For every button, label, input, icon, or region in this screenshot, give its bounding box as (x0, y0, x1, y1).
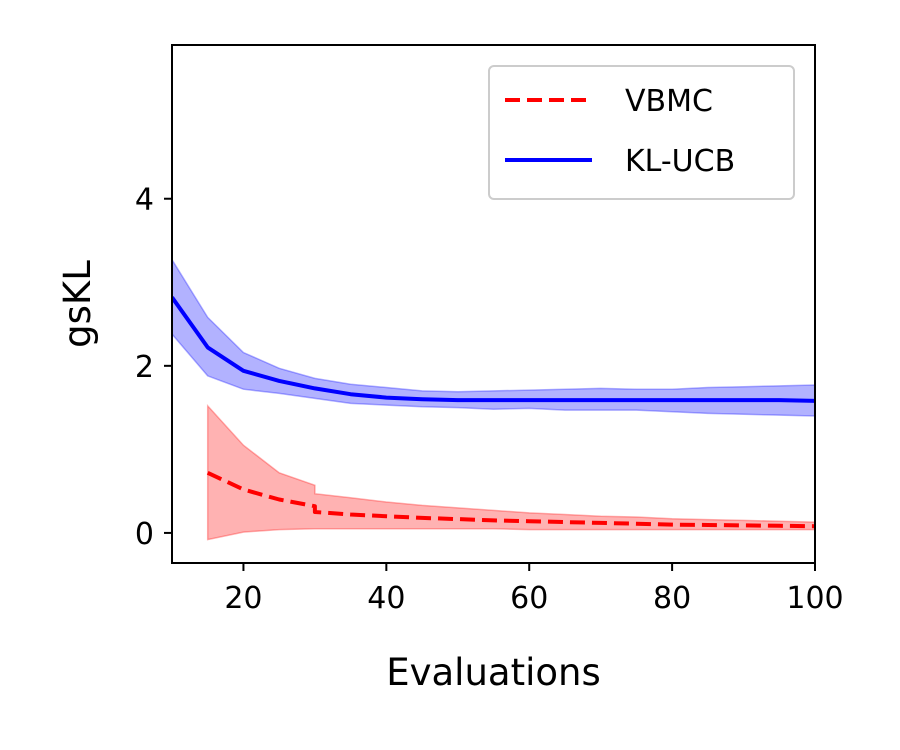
legend-label-kl-ucb: KL-UCB (625, 144, 735, 179)
legend: VBMC KL-UCB (488, 65, 795, 200)
band-kl-ucb (172, 258, 815, 417)
x-tick-label: 100 (786, 581, 843, 616)
band-vbmc (206, 403, 815, 541)
plot-frame (171, 44, 816, 564)
x-tick-label: 60 (510, 581, 548, 616)
legend-box (488, 65, 795, 200)
x-axis-ticks: 20 40 60 80 100 (224, 563, 844, 616)
y-tick-label: 0 (135, 517, 154, 552)
series-lines (172, 296, 815, 529)
x-tick-label: 80 (653, 581, 691, 616)
y-tick-label: 4 (135, 183, 154, 218)
y-axis-ticks: 0 2 4 (135, 183, 172, 552)
line-vbmc (206, 470, 815, 529)
x-tick-label: 40 (367, 581, 405, 616)
y-tick-label: 2 (135, 350, 154, 385)
legend-label-vbmc: VBMC (625, 84, 713, 119)
line-kl-ucb (172, 296, 815, 403)
y-axis-label: gsKL (56, 260, 99, 348)
x-axis-label: Evaluations (386, 651, 601, 694)
x-tick-label: 20 (224, 581, 262, 616)
